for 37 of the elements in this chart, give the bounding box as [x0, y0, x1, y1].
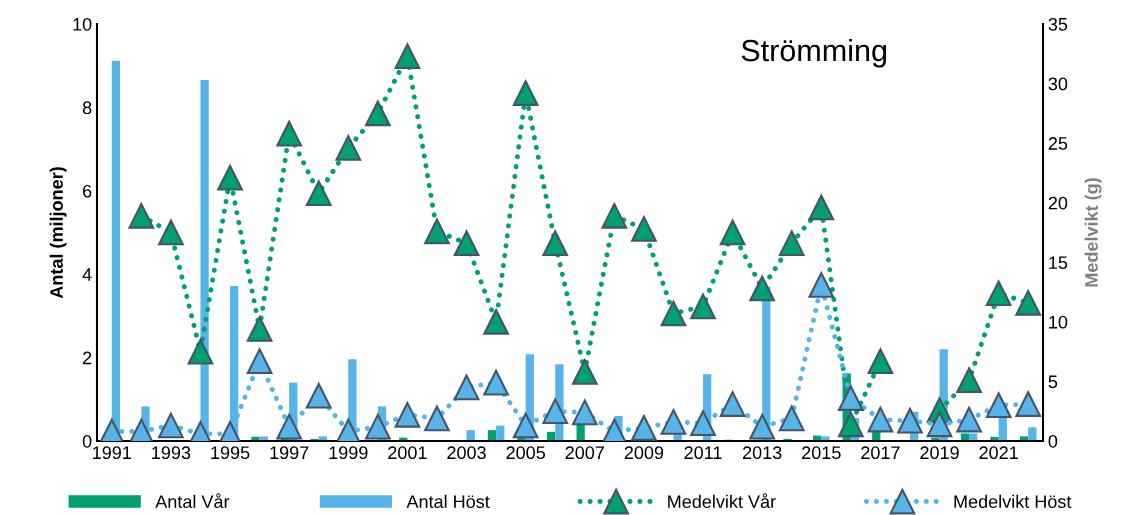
y2-tick-label: 35 [1048, 17, 1068, 31]
legend-label: Medelvikt Höst [954, 494, 1072, 509]
x-tick-label: 2017 [861, 446, 900, 460]
y-tick-label: 2 [83, 351, 92, 365]
y2-tick-label: 5 [1048, 375, 1058, 389]
legend-label: Medelvikt Vår [668, 493, 776, 509]
legend-label: Antal Vår [155, 493, 230, 509]
x-tick-label: 1995 [211, 446, 250, 460]
x-tick-label: 2005 [506, 446, 545, 460]
y2-axis-title: Medelvikt (g) [1084, 178, 1102, 287]
x-tick-label: 2013 [742, 446, 782, 460]
y-tick-label: 10 [73, 17, 92, 31]
x-tick-label: 1997 [270, 446, 309, 460]
y2-tick-label: 0 [1048, 434, 1058, 448]
x-tick-label: 2019 [920, 446, 959, 460]
y2-tick-label: 30 [1048, 77, 1068, 91]
y-tick-label: 6 [83, 184, 92, 198]
y2-tick-label: 25 [1048, 137, 1068, 150]
y2-tick-label: 20 [1048, 196, 1068, 210]
x-tick-label: 2009 [624, 446, 664, 460]
x-tick-label: 2021 [979, 446, 1018, 460]
legend-label: Antal Höst [406, 494, 490, 509]
chart-title: Strömming [741, 38, 887, 68]
y2-tick-label: 15 [1049, 256, 1068, 270]
x-tick-label: 2015 [802, 446, 841, 460]
x-tick-label: 1993 [152, 446, 191, 460]
x-tick-label: 1991 [93, 446, 131, 460]
y-axis-title: Antal (miljoner) [49, 167, 67, 299]
x-tick-label: 2011 [684, 446, 722, 460]
y-tick-label: 8 [82, 101, 92, 115]
x-tick-label: 2001 [388, 446, 427, 460]
y-tick-label: 4 [82, 268, 92, 281]
x-tick-label: 2003 [447, 446, 486, 460]
y-tick-label: 0 [82, 434, 92, 448]
y2-tick-label: 10 [1049, 315, 1068, 329]
x-tick-label: 1999 [329, 446, 368, 460]
x-tick-label: 2007 [565, 446, 604, 460]
